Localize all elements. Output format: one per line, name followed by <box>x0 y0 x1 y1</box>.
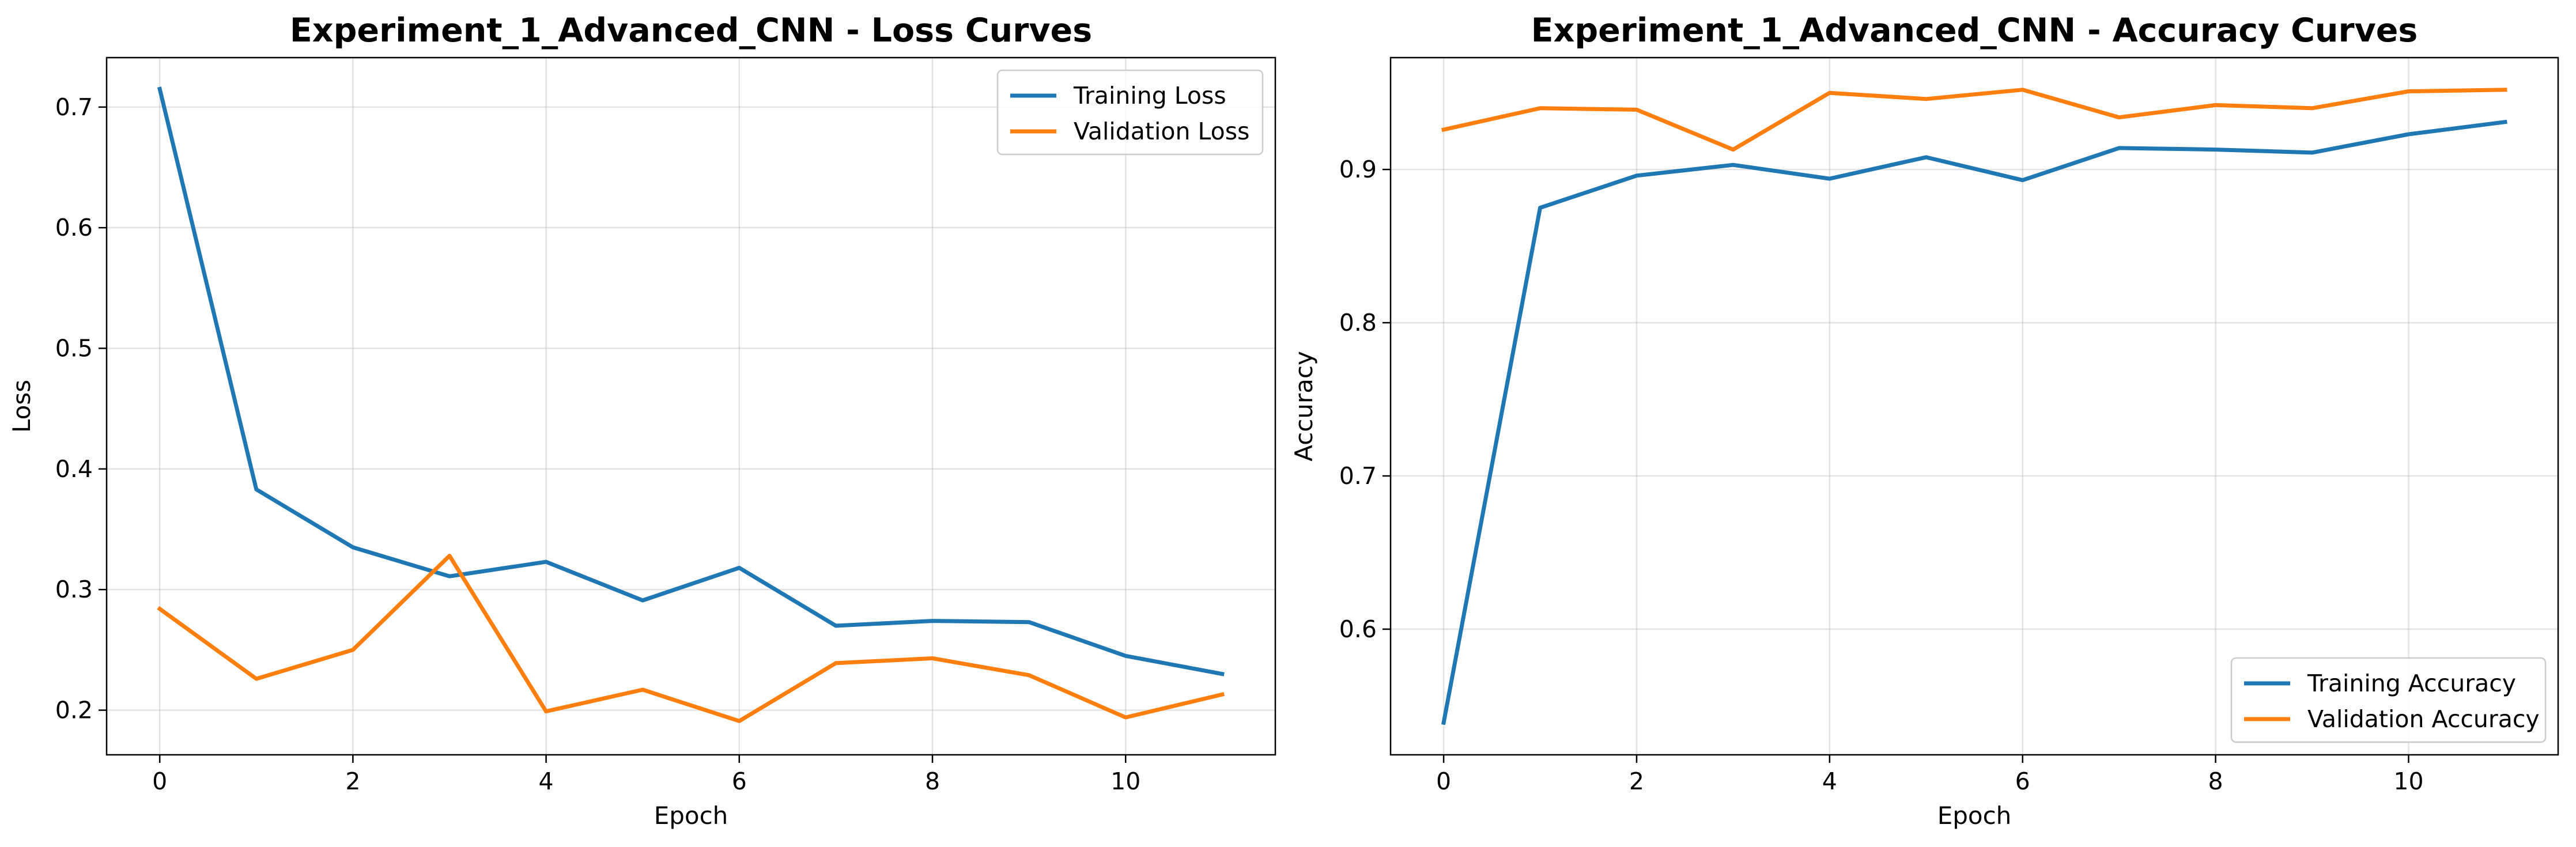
y-tick-label: 0.3 <box>55 576 93 603</box>
x-tick-label: 8 <box>925 767 940 795</box>
x-tick-label: 0 <box>152 767 167 795</box>
legend-label: Validation Accuracy <box>2307 705 2540 733</box>
legend-label: Training Accuracy <box>2307 670 2516 697</box>
x-tick-label: 4 <box>1822 767 1837 795</box>
training-loss-line <box>157 86 1225 676</box>
x-tick-label: 8 <box>2208 767 2223 795</box>
validation-accuracy-line <box>1441 88 2507 152</box>
y-axis-label: Accuracy <box>1290 351 1318 462</box>
y-tick-label: 0.4 <box>55 455 93 483</box>
chart-title: Experiment_1_Advanced_CNN - Accuracy Cur… <box>1531 12 2418 50</box>
x-tick-label: 2 <box>345 767 360 795</box>
y-tick-label: 0.7 <box>1339 462 1377 490</box>
y-tick-label: 0.8 <box>1339 309 1377 336</box>
legend-box <box>996 69 1264 156</box>
y-tick-label: 0.6 <box>1339 615 1377 643</box>
chart-panel-loss: 0 2 4 6 8 10 0.2 0.3 0.4 0.5 0.6 0.7 Experiment_1_Ad… <box>7 12 1276 830</box>
legend-label: Validation Loss <box>1074 118 1249 145</box>
x-tick-label: 10 <box>2393 767 2423 795</box>
x-tick-label: 6 <box>2015 767 2030 795</box>
x-tick-label: 0 <box>1436 767 1451 795</box>
x-tick-label: 2 <box>1629 767 1644 795</box>
y-tick-label: 0.9 <box>1339 156 1377 183</box>
y-tick-label: 0.2 <box>55 697 93 724</box>
x-axis-label: Epoch <box>1937 801 2012 830</box>
plot-frame <box>105 56 1276 756</box>
plot-frame <box>1389 56 2559 756</box>
legend-box <box>2230 657 2547 743</box>
legend: Training Loss Validation Loss <box>996 69 1264 156</box>
training-accuracy-line <box>1441 119 2507 725</box>
chart-panel-accuracy: 0 2 4 6 8 10 0.6 0.7 0.8 0.9 Experiment_1_Advanced… <box>1290 12 2559 830</box>
y-tick-label: 0.6 <box>55 214 93 241</box>
y-tick-label: 0.5 <box>55 335 93 362</box>
x-tick-label: 10 <box>1111 767 1140 795</box>
x-axis-label: Epoch <box>654 801 728 830</box>
x-tick-label: 4 <box>539 767 554 795</box>
validation-loss-line <box>157 554 1225 723</box>
chart-title: Experiment_1_Advanced_CNN - Loss Curves <box>290 12 1092 50</box>
y-axis-label: Loss <box>7 380 36 433</box>
y-tick-label: 0.7 <box>55 93 93 121</box>
x-tick-label: 6 <box>732 767 747 795</box>
legend-label: Training Loss <box>1073 82 1226 109</box>
legend: Training Accuracy Validation Accuracy <box>2230 657 2547 743</box>
